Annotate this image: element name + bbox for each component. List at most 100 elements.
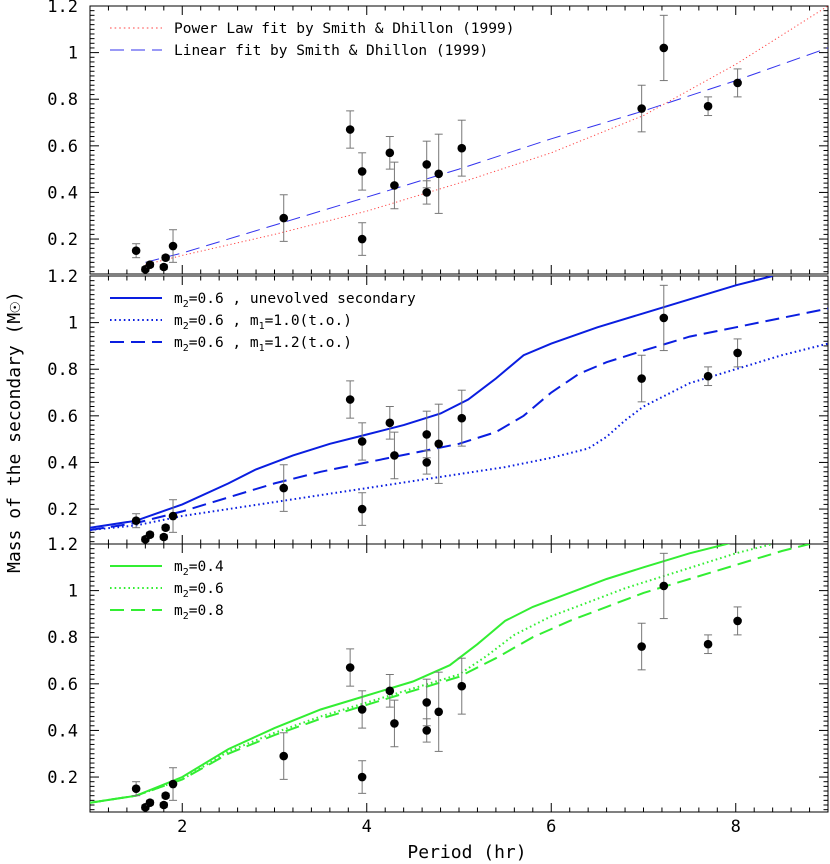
panel-2: 0.20.40.60.811.2m2=0.6 , unevolved secon… <box>47 267 829 545</box>
x-tick-label: 2 <box>177 817 187 837</box>
data-point <box>422 726 432 735</box>
legend-label: m2=0.4 <box>174 559 224 578</box>
legend-text-part: m <box>174 559 183 575</box>
data-point <box>159 800 169 810</box>
data-point <box>434 439 444 449</box>
x-axis-label: Period (hr) <box>407 842 526 863</box>
observations <box>131 284 742 544</box>
series-line <box>90 342 828 531</box>
data-point <box>357 437 367 446</box>
y-tick-label: 1.2 <box>47 0 78 17</box>
legend-text-part: 2 <box>183 611 189 622</box>
legend-label: m2=0.6 , m1=1.0(t.o.) <box>174 313 352 332</box>
legend-text-part: Linear fit by Smith & Dhillon (1999) <box>174 43 488 59</box>
legend-text-part: m <box>174 335 183 351</box>
data-point <box>390 719 399 728</box>
legend-label: m2=0.8 <box>174 603 224 622</box>
data-point <box>659 43 669 53</box>
data-point <box>637 104 646 113</box>
legend-label: Linear fit by Smith & Dhillon (1999) <box>174 43 488 59</box>
data-point <box>733 78 742 88</box>
data-point <box>145 530 155 539</box>
data-point <box>131 516 141 525</box>
legend-text-part: =0.6 , unevolved secondary <box>189 291 416 307</box>
data-point <box>385 418 395 428</box>
series-line <box>90 544 731 804</box>
observations <box>131 552 742 812</box>
legend-text-part: m <box>174 291 183 307</box>
data-point <box>637 374 646 383</box>
data-point <box>357 234 367 244</box>
series-line <box>90 544 773 804</box>
data-point <box>131 246 141 255</box>
legend-text-part: =0.6 <box>189 581 224 597</box>
legend-text-part: 2 <box>183 343 189 354</box>
data-point <box>434 169 444 179</box>
data-point <box>131 784 141 793</box>
x-tick-label: 8 <box>731 817 741 837</box>
data-point <box>637 642 646 651</box>
legend-text-part: 2 <box>183 567 189 578</box>
data-point <box>733 616 742 626</box>
data-point <box>422 160 432 169</box>
curves <box>90 544 810 804</box>
data-point <box>703 639 713 649</box>
y-tick-label: 0.4 <box>47 453 78 473</box>
data-point <box>357 705 367 714</box>
panel-3: 0.20.40.60.811.22 4 6 8m2=0.4m2=0.6m2=0.8 <box>47 535 829 837</box>
legend: Power Law fit by Smith & Dhillon (1999) L… <box>110 21 514 59</box>
y-tick-label: 0.6 <box>47 137 78 157</box>
data-point <box>390 181 399 190</box>
data-point <box>161 253 170 262</box>
data-point <box>385 148 395 158</box>
data-point <box>422 188 432 197</box>
x-tick-label: 4 <box>362 817 372 837</box>
data-point <box>390 451 399 460</box>
data-point <box>357 167 367 176</box>
data-point <box>345 125 355 134</box>
legend-label: m2=0.6 <box>174 581 224 600</box>
series-line <box>145 6 828 266</box>
data-point <box>434 707 444 717</box>
legend-label: Power Law fit by Smith & Dhillon (1999) <box>174 21 514 37</box>
series-line <box>90 544 810 804</box>
panel-1: 0.2 0.4 0.6 0.8 1 1.2 Power Law fit by Smith &… <box>47 0 829 275</box>
legend-text-part: 1 <box>259 343 265 354</box>
x-tick-label: 6 <box>546 817 556 837</box>
y-tick-label: 1 <box>68 582 78 602</box>
y-tick-label: 0.8 <box>47 628 78 648</box>
data-point <box>659 313 669 323</box>
data-point <box>703 101 713 111</box>
legend: m2=0.4m2=0.6m2=0.8 <box>110 559 224 622</box>
y-tick-label: 0.8 <box>47 360 78 380</box>
series-line <box>90 276 773 529</box>
data-point <box>457 681 467 691</box>
legend-text-part: Power Law fit by Smith & Dhillon (1999) <box>174 21 514 37</box>
data-point <box>159 532 169 542</box>
y-tick-label: 0.6 <box>47 407 78 427</box>
data-point <box>422 458 432 467</box>
panels-group: 0.2 0.4 0.6 0.8 1 1.2 Power Law fit by Smith &… <box>47 0 829 837</box>
legend-text-part: =0.4 <box>189 559 224 575</box>
data-point <box>161 523 170 532</box>
data-point <box>168 511 178 521</box>
legend-label: m2=0.6 , unevolved secondary <box>174 291 416 310</box>
curves <box>145 6 828 266</box>
y-tick-label: 1 <box>68 314 78 334</box>
legend-label: m2=0.6 , m1=1.2(t.o.) <box>174 335 352 354</box>
legend-text-part: 1 <box>259 321 265 332</box>
y-tick-label: 1.2 <box>47 535 78 555</box>
series-line <box>90 307 828 531</box>
data-point <box>161 791 170 800</box>
legend-text-part: =0.6 , m <box>189 335 259 351</box>
data-point <box>357 504 367 514</box>
legend-text-part: =1.2(t.o.) <box>265 335 352 351</box>
data-point <box>357 772 367 782</box>
legend-text-part: =0.8 <box>189 603 224 619</box>
y-tick-label: 0.2 <box>47 500 78 520</box>
y-axis-label: Mass of the secondary (M☉) <box>4 291 25 573</box>
y-tick-label: 0.4 <box>47 183 78 203</box>
curves <box>90 276 828 531</box>
legend-text-part: 2 <box>183 589 189 600</box>
data-point <box>733 348 742 358</box>
